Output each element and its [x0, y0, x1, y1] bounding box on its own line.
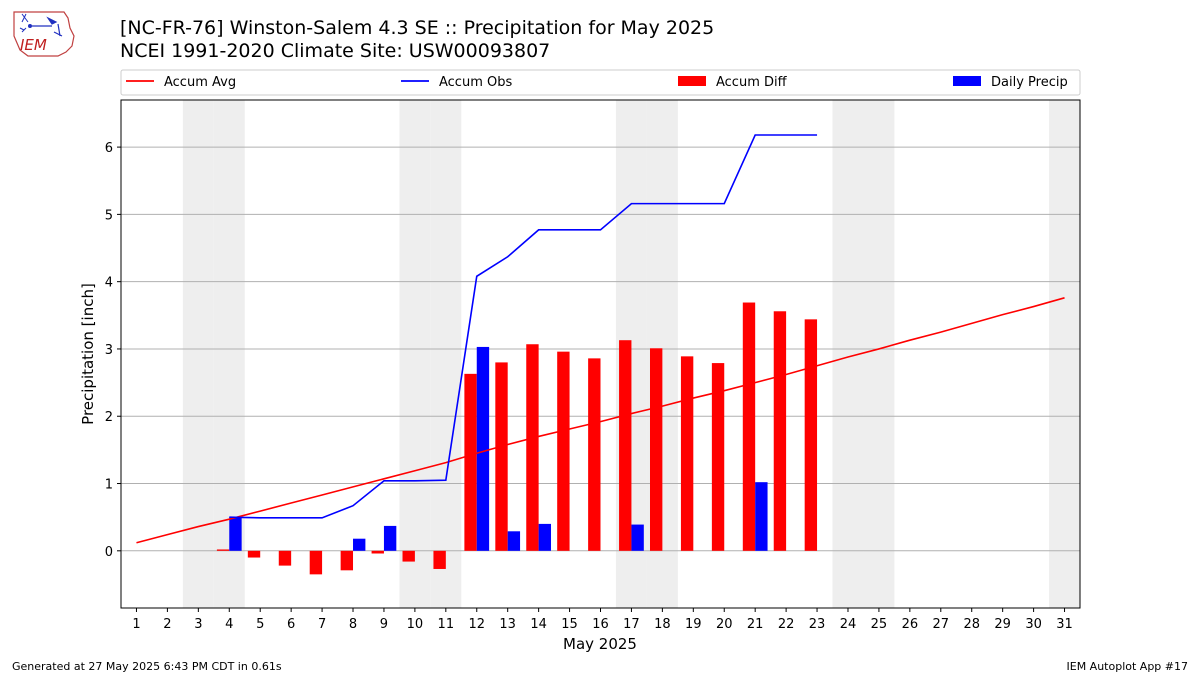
accum-diff-bar	[804, 319, 818, 551]
legend-daily-precip-swatch	[953, 76, 981, 86]
accum-diff-bar	[464, 373, 477, 551]
accum-diff-bar	[340, 550, 354, 571]
daily-precip-bar	[229, 517, 242, 551]
x-tick-label: 20	[716, 617, 733, 632]
x-tick-label: 4	[225, 617, 233, 632]
accum-diff-bar	[649, 348, 663, 551]
x-tick-label: 9	[380, 617, 388, 632]
legend-accum-avg: Accum Avg	[126, 75, 236, 90]
x-tick-label: 5	[256, 617, 264, 632]
weekend-band	[1049, 100, 1080, 608]
legend-daily-precip: Daily Precip	[953, 75, 1068, 90]
x-tick-label: 14	[530, 617, 547, 632]
x-tick-label: 27	[933, 617, 950, 632]
accum-avg-line	[136, 297, 1065, 544]
x-tick-label: 10	[407, 617, 424, 632]
chart-subtitle: NCEI 1991-2020 Climate Site: USW00093807	[120, 40, 551, 62]
x-tick-label: 25	[871, 617, 888, 632]
daily-precip-bar	[631, 524, 644, 551]
accum-diff-bar	[371, 550, 384, 554]
y-tick-label: 3	[105, 343, 113, 358]
x-tick-label: 30	[1025, 617, 1042, 632]
x-tick-label: 1	[132, 617, 140, 632]
accum-diff-bar	[495, 362, 508, 551]
x-tick-label: 2	[163, 617, 171, 632]
chart-title: [NC-FR-76] Winston-Salem 4.3 SE :: Preci…	[120, 17, 715, 39]
x-tick-label: 31	[1056, 617, 1073, 632]
legend-accum-obs-label: Accum Obs	[439, 75, 512, 90]
weekend-band	[399, 100, 431, 608]
x-tick-label: 11	[438, 617, 455, 632]
x-tick-label: 3	[194, 617, 202, 632]
line-layer	[136, 134, 1065, 544]
logo-text: IEM	[20, 36, 47, 54]
y-tick-label: 2	[105, 410, 113, 425]
legend-accum-diff: Accum Diff	[678, 75, 788, 90]
x-tick-label: 17	[623, 617, 640, 632]
weekend-band	[182, 100, 214, 608]
accum-diff-bar	[711, 363, 725, 551]
accum-diff-bar	[588, 358, 601, 551]
accum-obs-line	[229, 134, 818, 519]
legend-daily-precip-label: Daily Precip	[991, 75, 1068, 90]
bar-layer	[216, 302, 818, 575]
y-tick-label: 4	[105, 276, 113, 291]
x-tick-label: 8	[349, 617, 357, 632]
daily-precip-bar	[353, 538, 366, 551]
accum-diff-bar	[742, 302, 756, 551]
daily-precip-bar	[383, 525, 397, 551]
x-tick-label: 24	[840, 617, 857, 632]
x-tick-label: 6	[287, 617, 295, 632]
accum-diff-bar	[402, 550, 415, 562]
y-tick-label: 5	[105, 208, 113, 223]
daily-precip-bar	[755, 482, 768, 551]
legend: Accum Avg Accum Obs Accum Diff Daily Precip	[120, 69, 1081, 96]
app-label: IEM Autoplot App #17	[1066, 660, 1189, 673]
accum-diff-bar	[773, 311, 787, 551]
accum-diff-bar	[309, 550, 323, 575]
legend-accum-obs: Accum Obs	[401, 75, 512, 90]
x-tick-label: 28	[963, 617, 980, 632]
x-axis-label: May 2025	[563, 635, 637, 653]
x-tick-label: 21	[747, 617, 764, 632]
legend-accum-diff-label: Accum Diff	[716, 75, 788, 90]
legend-accum-avg-label: Accum Avg	[164, 75, 236, 90]
x-tick-label: 7	[318, 617, 326, 632]
x-tick-label: 29	[994, 617, 1011, 632]
x-tick-label: 15	[561, 617, 578, 632]
y-tick-label: 6	[105, 141, 113, 156]
accum-diff-bar	[247, 550, 261, 558]
x-tick-label: 23	[809, 617, 826, 632]
weekend-band	[430, 100, 462, 608]
accum-diff-bar	[619, 340, 632, 551]
daily-precip-bar	[538, 523, 552, 551]
daily-precip-bar	[476, 346, 490, 551]
iem-logo: IEM	[13, 11, 75, 57]
x-tick-label: 18	[654, 617, 671, 632]
generated-note: Generated at 27 May 2025 6:43 PM CDT in …	[12, 660, 282, 673]
y-axis-label: Precipitation [inch]	[79, 283, 97, 425]
accum-diff-bar	[216, 549, 230, 551]
x-tick-label: 12	[468, 617, 485, 632]
legend-accum-diff-swatch	[678, 76, 706, 86]
accum-diff-bar	[278, 550, 292, 566]
accum-diff-bar	[557, 351, 570, 551]
y-tick-label: 1	[105, 478, 113, 493]
x-tick-label: 26	[902, 617, 919, 632]
accum-diff-bar	[680, 356, 694, 551]
x-tick-label: 22	[778, 617, 795, 632]
accum-diff-bar	[526, 344, 539, 551]
daily-precip-bar	[507, 531, 521, 551]
accum-diff-bar	[433, 550, 446, 569]
x-tick-label: 19	[685, 617, 702, 632]
y-tick-label: 0	[105, 545, 113, 560]
legend-frame	[120, 69, 1081, 96]
x-tick-label: 16	[592, 617, 609, 632]
x-tick-label: 13	[499, 617, 516, 632]
weekend-band	[863, 100, 895, 608]
